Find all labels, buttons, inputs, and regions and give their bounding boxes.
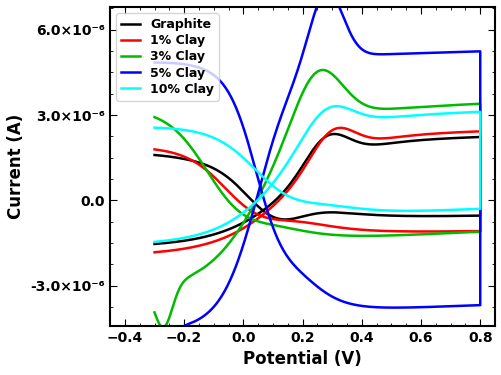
10% Clay xyxy=(333,104,339,108)
Line: 5% Clay: 5% Clay xyxy=(154,0,479,358)
1% Clay xyxy=(217,237,223,241)
10% Clay xyxy=(151,125,157,130)
10% Clay xyxy=(415,113,421,117)
3% Clay xyxy=(416,105,422,109)
Line: 3% Clay: 3% Clay xyxy=(154,70,479,327)
10% Clay xyxy=(294,198,300,202)
X-axis label: Potential (V): Potential (V) xyxy=(242,350,361,368)
5% Clay xyxy=(416,51,422,56)
Legend: Graphite, 1% Clay, 3% Clay, 5% Clay, 10% Clay: Graphite, 1% Clay, 3% Clay, 5% Clay, 10%… xyxy=(116,13,218,101)
5% Clay xyxy=(218,294,224,298)
1% Clay xyxy=(151,250,157,255)
5% Clay xyxy=(293,266,299,270)
Graphite xyxy=(282,217,288,222)
5% Clay xyxy=(151,342,157,346)
Graphite xyxy=(355,211,361,216)
10% Clay xyxy=(217,224,223,228)
1% Clay xyxy=(294,219,300,224)
5% Clay xyxy=(151,60,157,65)
3% Clay xyxy=(354,234,360,238)
5% Clay xyxy=(160,356,166,360)
10% Clay xyxy=(355,206,361,211)
Line: Graphite: Graphite xyxy=(154,134,479,244)
1% Clay xyxy=(151,147,157,152)
3% Clay xyxy=(439,104,445,108)
Line: 10% Clay: 10% Clay xyxy=(154,106,479,242)
3% Clay xyxy=(160,325,166,330)
Graphite xyxy=(415,138,421,142)
3% Clay xyxy=(151,310,157,315)
5% Clay xyxy=(282,251,288,255)
Graphite xyxy=(217,230,223,234)
3% Clay xyxy=(151,115,157,119)
10% Clay xyxy=(151,240,157,244)
5% Clay xyxy=(354,303,360,307)
1% Clay xyxy=(438,131,444,135)
Graphite xyxy=(151,153,157,157)
Graphite xyxy=(331,132,337,136)
10% Clay xyxy=(438,111,444,116)
5% Clay xyxy=(439,50,445,55)
10% Clay xyxy=(282,192,288,197)
3% Clay xyxy=(218,249,224,254)
3% Clay xyxy=(282,225,288,230)
1% Clay xyxy=(337,126,343,130)
Graphite xyxy=(438,136,444,141)
1% Clay xyxy=(282,218,288,223)
Graphite xyxy=(294,216,300,220)
Graphite xyxy=(151,242,157,246)
1% Clay xyxy=(415,133,421,137)
Line: 1% Clay: 1% Clay xyxy=(154,128,479,252)
1% Clay xyxy=(355,227,361,232)
3% Clay xyxy=(319,68,325,72)
Y-axis label: Current (A): Current (A) xyxy=(7,114,25,219)
3% Clay xyxy=(293,227,299,232)
